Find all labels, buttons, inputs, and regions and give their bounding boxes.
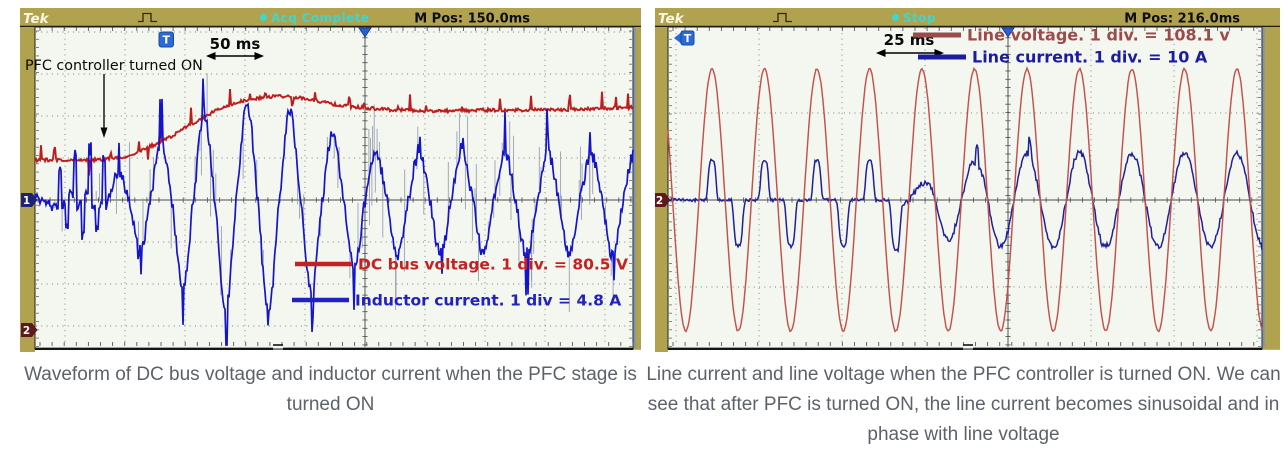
trigger-slope-pulse-icon: [773, 12, 792, 23]
horizontal-position-readout: M Pos: 150.0ms: [414, 12, 530, 27]
acquisition-status: Stop: [903, 11, 936, 25]
channel-2-marker: 2: [21, 323, 38, 337]
trace-line-voltage: [667, 66, 1263, 333]
trigger-level-icon: T: [158, 31, 174, 48]
annotation-arrowhead-icon: [100, 127, 108, 138]
scope-screen: [34, 26, 634, 350]
acquisition-status: Acq Complete: [271, 11, 369, 25]
caption-left: Waveform of DC bus voltage and inductor …: [24, 364, 637, 415]
legend-voltage-label: DC bus voltage. 1 div. = 80.5 V: [358, 256, 628, 274]
legend-current-label: Line current. 1 div. = 10 A: [972, 48, 1208, 67]
bezel-bottom-gap: [35, 349, 641, 352]
arrow-left-head-icon: [206, 52, 216, 60]
tek-logo: Tek: [658, 11, 685, 27]
right-oscilloscope-screenshot: Tek Stop M Pos: 216.0ms T 25 ms Line vol…: [655, 8, 1280, 352]
svg-text:2: 2: [656, 195, 663, 207]
left-oscilloscope-screenshot: Tek Acq Complete M Pos: 150.0ms T PFC co…: [20, 8, 641, 352]
acquisition-status-dot: [891, 13, 900, 22]
arrow-right-head-icon: [254, 52, 264, 60]
time-per-div-label: 50 ms: [210, 35, 261, 53]
trigger-level-icon: T: [674, 30, 695, 46]
svg-text:2: 2: [23, 325, 30, 337]
trace-line-current: [667, 136, 1263, 254]
trigger-position-marker-icon: [358, 27, 372, 38]
acquisition-status-dot: [259, 13, 268, 22]
waveforms: [34, 73, 634, 346]
channel-2-marker: 2: [655, 193, 671, 207]
trace-inductor-current: [34, 78, 634, 346]
waveforms: [667, 66, 1263, 333]
arrow-left-head-icon: [876, 49, 886, 57]
trigger-slope-pulse-icon: [138, 12, 157, 23]
svg-text:T: T: [684, 32, 692, 45]
channel-1-marker: 1: [21, 193, 38, 207]
svg-text:1: 1: [23, 195, 30, 207]
caption-right: Line current and line voltage when the P…: [646, 364, 1281, 445]
legend-current-label: Inductor current. 1 div = 4.8 A: [355, 292, 621, 310]
tek-logo: Tek: [23, 11, 50, 27]
trigger-position-marker-icon: [1001, 27, 1015, 38]
pfc-on-annotation: PFC controller turned ON: [25, 58, 203, 74]
graticule: [35, 27, 634, 347]
horizontal-position-readout: M Pos: 216.0ms: [1124, 12, 1240, 27]
legend-voltage-label: Line voltage. 1 div. = 108.1 v: [967, 26, 1230, 45]
bezel-bottom-gap: [668, 349, 1280, 352]
svg-text:T: T: [162, 34, 170, 47]
trace-dc-bus-voltage: [35, 88, 634, 176]
